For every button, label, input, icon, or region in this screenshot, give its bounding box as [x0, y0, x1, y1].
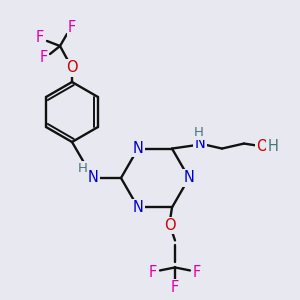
Text: H: H	[194, 126, 204, 139]
Text: H: H	[78, 163, 88, 176]
Text: F: F	[40, 50, 48, 65]
Text: F: F	[68, 20, 76, 35]
Text: N: N	[133, 200, 143, 215]
Text: F: F	[149, 265, 157, 280]
Text: O: O	[66, 61, 78, 76]
Text: N: N	[195, 136, 206, 151]
Text: N: N	[184, 170, 194, 185]
Text: F: F	[193, 265, 201, 280]
Text: O: O	[164, 218, 176, 233]
Text: F: F	[36, 31, 44, 46]
Text: N: N	[88, 170, 98, 185]
Text: O: O	[256, 139, 268, 154]
Text: N: N	[133, 141, 143, 156]
Text: H: H	[268, 139, 278, 154]
Text: F: F	[171, 280, 179, 295]
